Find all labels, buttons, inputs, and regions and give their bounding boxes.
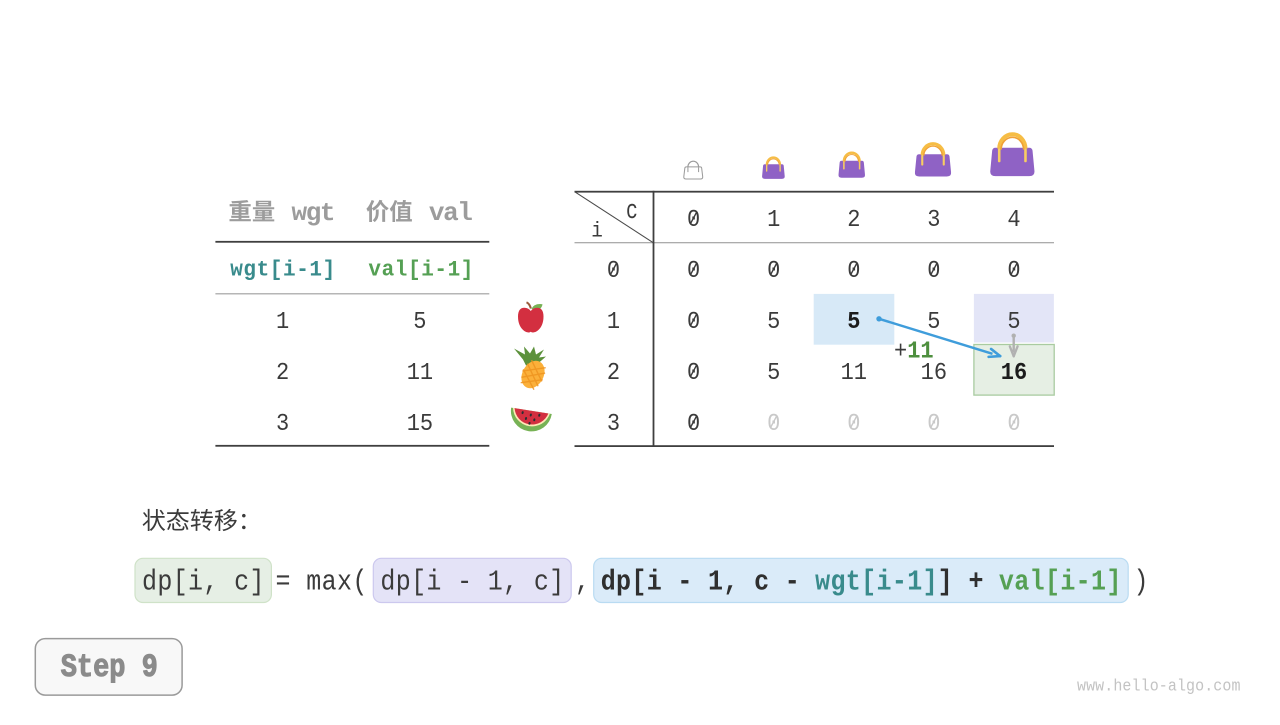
svg-text:0: 0 xyxy=(687,308,700,335)
svg-text:0: 0 xyxy=(767,257,780,284)
svg-text:val[i-1]: val[i-1] xyxy=(368,258,473,283)
svg-text:5: 5 xyxy=(927,308,940,335)
svg-text:0: 0 xyxy=(687,410,700,437)
svg-text:3: 3 xyxy=(927,206,940,233)
svg-text:1: 1 xyxy=(607,308,620,335)
svg-text:0: 0 xyxy=(767,410,780,437)
svg-text:0: 0 xyxy=(1007,257,1020,284)
svg-text:wgt[i-1]: wgt[i-1] xyxy=(230,258,335,283)
svg-text:1: 1 xyxy=(276,308,289,335)
svg-text:3: 3 xyxy=(607,410,620,437)
svg-text:): ) xyxy=(1134,567,1149,599)
svg-text:dp[i, c]: dp[i, c] xyxy=(142,567,265,599)
svg-text:15: 15 xyxy=(407,410,433,437)
svg-text:4: 4 xyxy=(1007,206,1020,233)
svg-text:0: 0 xyxy=(847,257,860,284)
svg-text:0: 0 xyxy=(927,410,940,437)
svg-text:0: 0 xyxy=(687,257,700,284)
svg-text:11: 11 xyxy=(407,359,433,386)
svg-text:16: 16 xyxy=(921,359,947,386)
svg-text:5: 5 xyxy=(413,308,426,335)
svg-text:val: val xyxy=(429,198,473,228)
svg-text:1: 1 xyxy=(767,206,780,233)
svg-text:wgt[i-1]: wgt[i-1] xyxy=(815,567,938,599)
svg-text:0: 0 xyxy=(607,257,620,284)
svg-text:11: 11 xyxy=(907,337,933,364)
svg-text:5: 5 xyxy=(1007,308,1020,335)
svg-text:5: 5 xyxy=(767,308,780,335)
svg-text:= max(: = max( xyxy=(276,567,368,599)
svg-text:0: 0 xyxy=(687,359,700,386)
svg-text:+: + xyxy=(894,337,907,364)
svg-text:c: c xyxy=(626,198,638,227)
svg-text:Step 9: Step 9 xyxy=(61,649,158,686)
svg-text:wgt: wgt xyxy=(292,198,336,228)
svg-text:i: i xyxy=(591,220,603,244)
svg-text:www.hello-algo.com: www.hello-algo.com xyxy=(1077,677,1241,696)
svg-text:dp[i - 1, c -: dp[i - 1, c - xyxy=(601,567,815,599)
svg-text:,: , xyxy=(575,567,590,599)
svg-text:2: 2 xyxy=(607,359,620,386)
svg-text:val[i-1]: val[i-1] xyxy=(999,567,1121,599)
svg-text:dp[i - 1, c]: dp[i - 1, c] xyxy=(380,567,564,599)
svg-text:] +: ] + xyxy=(938,567,999,599)
svg-text:11: 11 xyxy=(841,359,867,386)
svg-text:3: 3 xyxy=(276,410,289,437)
svg-text:5: 5 xyxy=(847,308,860,335)
svg-text:0: 0 xyxy=(1007,410,1020,437)
svg-text:16: 16 xyxy=(1001,359,1027,386)
svg-text:0: 0 xyxy=(927,257,940,284)
svg-text:5: 5 xyxy=(767,359,780,386)
svg-text:2: 2 xyxy=(847,206,860,233)
svg-text:2: 2 xyxy=(276,359,289,386)
svg-text:0: 0 xyxy=(847,410,860,437)
svg-text:0: 0 xyxy=(687,206,700,233)
